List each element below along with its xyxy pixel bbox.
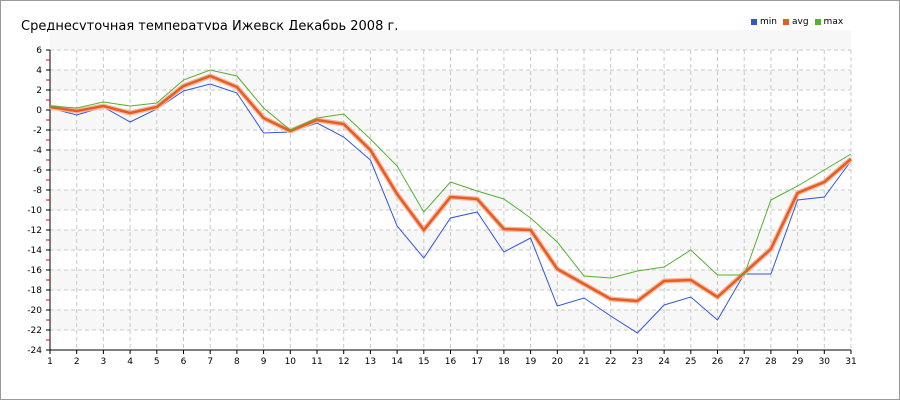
- y-tick-label: -16: [27, 266, 42, 276]
- series-line-min: [49, 83, 852, 334]
- x-tick-label: 13: [365, 357, 376, 367]
- legend-swatch-avg: [782, 19, 789, 25]
- x-tick-label: 24: [658, 357, 670, 367]
- x-tick-label: 21: [578, 357, 589, 367]
- legend-label-avg: avg: [791, 17, 809, 27]
- y-tick-label: 2: [36, 86, 42, 96]
- x-tick-label: 14: [391, 357, 403, 367]
- x-tick-label: 8: [234, 357, 240, 367]
- x-tick-label: 29: [792, 357, 804, 367]
- y-tick-label: -12: [27, 226, 42, 236]
- x-tick-label: 23: [632, 357, 643, 367]
- y-tick-label: 0: [36, 106, 42, 116]
- x-tick-label: 6: [181, 357, 187, 367]
- y-tick-label: -4: [33, 146, 42, 156]
- y-tick-label: -10: [27, 206, 42, 216]
- grid-band: [50, 270, 851, 290]
- x-tick-label: 27: [738, 357, 749, 367]
- legend-item-max: max: [814, 17, 844, 27]
- x-tick-label: 7: [207, 357, 213, 367]
- x-tick-label: 1: [47, 357, 53, 367]
- x-tick-label: 5: [154, 357, 160, 367]
- series-line-avg: [49, 74, 852, 303]
- series-line-max: [49, 69, 852, 279]
- x-tick-label: 18: [498, 357, 510, 367]
- y-tick-label: 4: [36, 66, 42, 76]
- x-tick-label: 3: [101, 357, 107, 367]
- legend-item-min: min: [751, 17, 777, 27]
- legend-label-max: max: [823, 17, 844, 27]
- grid-band: [50, 30, 851, 50]
- legend-label-min: min: [760, 17, 777, 27]
- y-tick-label: -6: [33, 166, 42, 176]
- x-tick-label: 12: [338, 357, 349, 367]
- y-tick-label: -24: [27, 346, 42, 356]
- x-tick-label: 20: [552, 357, 564, 367]
- x-tick-label: 15: [418, 357, 429, 367]
- y-tick-label: -20: [27, 306, 42, 316]
- x-tick-label: 11: [311, 357, 322, 367]
- x-tick-label: 9: [261, 357, 267, 367]
- x-tick-label: 30: [819, 357, 831, 367]
- legend-item-avg: avg: [782, 17, 809, 27]
- x-tick-label: 10: [285, 357, 297, 367]
- legend-swatch-max: [814, 19, 821, 25]
- legend: min avg max: [751, 17, 843, 27]
- x-tick-label: 25: [685, 357, 696, 367]
- x-tick-label: 2: [74, 357, 80, 367]
- y-tick-label: -14: [27, 246, 42, 256]
- y-tick-label: 6: [36, 46, 42, 56]
- x-tick-label: 19: [525, 357, 537, 367]
- x-tick-label: 31: [845, 357, 856, 367]
- y-tick-label: -2: [33, 126, 42, 136]
- x-tick-label: 28: [765, 357, 777, 367]
- x-tick-label: 22: [605, 357, 616, 367]
- grid-band: [50, 150, 851, 170]
- legend-swatch-min: [751, 19, 757, 25]
- y-tick-label: -22: [27, 326, 42, 336]
- y-tick-label: -8: [33, 186, 42, 196]
- x-tick-label: 16: [445, 357, 457, 367]
- x-tick-label: 4: [127, 357, 133, 367]
- x-tick-label: 26: [712, 357, 724, 367]
- x-tick-label: 17: [471, 357, 482, 367]
- y-tick-label: -18: [27, 286, 42, 296]
